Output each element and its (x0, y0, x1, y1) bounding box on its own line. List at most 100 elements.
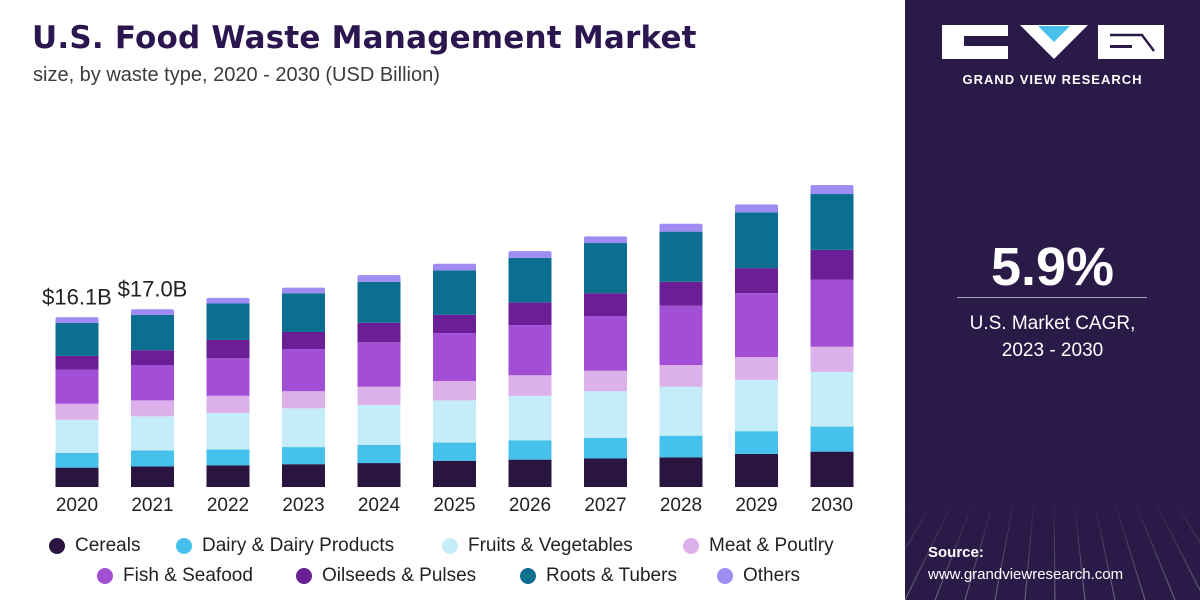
bar-segment-fish-and-seafood-2029 (735, 293, 778, 358)
bar-segment-cereals-2022 (206, 465, 250, 487)
bar-cap-2023 (282, 287, 325, 292)
bar-cap-2028 (659, 223, 703, 228)
bar-segment-dairy-and-dairy-products-2024 (357, 444, 401, 464)
bar-segment-oilseeds-and-pulses-2022 (206, 339, 250, 359)
bar-segment-fish-and-seafood-2030 (810, 279, 854, 347)
bar-segment-cereals-2030 (810, 451, 854, 487)
bar-segment-fruits-and-vegetables-2021 (131, 416, 174, 451)
cagr-label: U.S. Market CAGR, 2023 - 2030 (905, 310, 1200, 364)
cagr-value: 5.9% (990, 237, 1115, 297)
cagr-label-line2: 2023 - 2030 (1001, 340, 1104, 361)
bar-segment-oilseeds-and-pulses-2027 (584, 293, 627, 316)
bar-segment-dairy-and-dairy-products-2026 (508, 440, 552, 460)
bar-segment-fish-and-seafood-2021 (131, 365, 174, 401)
chart-title: U.S. Food Waste Management Market (32, 20, 697, 56)
bar-cap-2020 (55, 317, 99, 322)
bar-segment-fish-and-seafood-2027 (584, 316, 627, 371)
bar-segment-dairy-and-dairy-products-2030 (810, 426, 854, 452)
source-label: Source: (928, 544, 984, 561)
bar-segment-roots-and-tubers-2026 (508, 257, 552, 303)
x-tick-label-2020: 2020 (56, 495, 98, 516)
bar-segment-fish-and-seafood-2025 (433, 333, 476, 381)
bar-segment-fish-and-seafood-2028 (659, 305, 703, 366)
stacked-bar-chart: $16.1B $17.0B 2020 2021 2022 2023 2024 2025 202… (42, 185, 854, 516)
grand-view-research-logo (942, 25, 1164, 59)
x-axis-tick-labels: 2020 2021 2022 2023 2024 2025 2026 2027 2028 2029… (56, 495, 853, 516)
bar-cap-2025 (433, 263, 476, 268)
bar-segment-meat-and-poutlry-2025 (433, 380, 476, 401)
bar-cap-2024 (357, 275, 401, 280)
bar-segment-fruits-and-vegetables-2030 (810, 371, 854, 427)
bar-segment-cereals-2021 (131, 466, 174, 487)
chart-panel: U.S. Food Waste Management Market size, … (32, 20, 854, 586)
bar-segment-cereals-2026 (508, 459, 552, 487)
bar-group (55, 186, 854, 487)
bar-segment-oilseeds-and-pulses-2021 (131, 350, 174, 366)
bar-segment-fruits-and-vegetables-2027 (584, 391, 627, 438)
bar-segment-roots-and-tubers-2020 (55, 322, 99, 356)
bar-segment-roots-and-tubers-2022 (206, 303, 250, 340)
cagr-label-line1: U.S. Market CAGR, (969, 313, 1136, 334)
bar-segment-oilseeds-and-pulses-2024 (357, 322, 401, 343)
bar-segment-fruits-and-vegetables-2024 (357, 404, 401, 445)
bar-segment-meat-and-poutlry-2022 (206, 395, 250, 413)
bar-segment-fish-and-seafood-2022 (206, 358, 250, 396)
source-link[interactable]: www.grandviewresearch.com (928, 566, 1124, 583)
bar-segment-meat-and-poutlry-2028 (659, 365, 703, 387)
bar-segment-cereals-2025 (433, 460, 476, 487)
bar-segment-others-2030 (810, 186, 854, 195)
bar-segment-fruits-and-vegetables-2028 (659, 386, 703, 436)
bar-segment-dairy-and-dairy-products-2022 (206, 449, 250, 466)
bar-segment-oilseeds-and-pulses-2026 (508, 302, 552, 326)
bar-cap-2021 (131, 309, 174, 314)
bar-segment-roots-and-tubers-2021 (131, 314, 174, 351)
data-label-2020: $16.1B (42, 284, 112, 309)
bar-segment-meat-and-poutlry-2027 (584, 370, 627, 392)
bar-cap-2029 (735, 204, 778, 209)
bar-segment-roots-and-tubers-2024 (357, 281, 401, 323)
data-labels: $16.1B $17.0B (42, 276, 187, 309)
bar-segment-meat-and-poutlry-2029 (735, 357, 778, 380)
cagr-divider (957, 297, 1147, 298)
bar-segment-fruits-and-vegetables-2022 (206, 412, 250, 450)
bar-segment-dairy-and-dairy-products-2029 (735, 431, 778, 454)
bar-segment-fish-and-seafood-2020 (55, 369, 99, 404)
bar-segment-fish-and-seafood-2026 (508, 325, 552, 376)
x-tick-label-2028: 2028 (660, 495, 702, 516)
bar-segment-roots-and-tubers-2029 (735, 212, 778, 269)
bar-segment-oilseeds-and-pulses-2023 (282, 331, 325, 350)
x-tick-label-2030: 2030 (811, 495, 853, 516)
x-tick-label-2027: 2027 (584, 495, 626, 516)
bar-segment-meat-and-poutlry-2023 (282, 391, 325, 409)
bar-segment-fish-and-seafood-2023 (282, 349, 325, 392)
bar-cap-2027 (584, 236, 627, 241)
bar-segment-others-2029 (735, 205, 778, 213)
bar-segment-oilseeds-and-pulses-2030 (810, 249, 854, 280)
side-panel: GRAND VIEW RESEARCH 5.9% U.S. Market CAG… (905, 0, 1200, 600)
x-tick-label-2024: 2024 (358, 495, 401, 516)
bar-segment-dairy-and-dairy-products-2020 (55, 452, 99, 468)
bar-segment-roots-and-tubers-2030 (810, 194, 854, 250)
bar-segment-meat-and-poutlry-2020 (55, 403, 99, 420)
bar-segment-fruits-and-vegetables-2023 (282, 408, 325, 448)
x-tick-label-2025: 2025 (433, 495, 475, 516)
bar-segment-roots-and-tubers-2027 (584, 243, 627, 294)
bar-cap-2022 (206, 297, 250, 302)
data-label-2021: $17.0B (118, 276, 188, 301)
bar-segment-cereals-2028 (659, 457, 703, 487)
bar-segment-oilseeds-and-pulses-2029 (735, 268, 778, 294)
bar-segment-dairy-and-dairy-products-2025 (433, 442, 476, 461)
x-tick-label-2029: 2029 (735, 495, 777, 516)
bar-segment-roots-and-tubers-2025 (433, 270, 476, 315)
bar-segment-fruits-and-vegetables-2020 (55, 419, 99, 453)
bar-segment-oilseeds-and-pulses-2028 (659, 281, 703, 306)
bar-segment-roots-and-tubers-2028 (659, 231, 703, 282)
bar-segment-dairy-and-dairy-products-2028 (659, 435, 703, 458)
bar-segment-cereals-2027 (584, 458, 627, 487)
bar-segment-roots-and-tubers-2023 (282, 293, 325, 332)
x-tick-label-2021: 2021 (131, 495, 173, 516)
bar-segment-cereals-2024 (357, 463, 401, 487)
brand-name: GRAND VIEW RESEARCH (962, 72, 1143, 87)
bar-segment-meat-and-poutlry-2030 (810, 346, 854, 372)
bar-segment-fruits-and-vegetables-2026 (508, 395, 552, 441)
